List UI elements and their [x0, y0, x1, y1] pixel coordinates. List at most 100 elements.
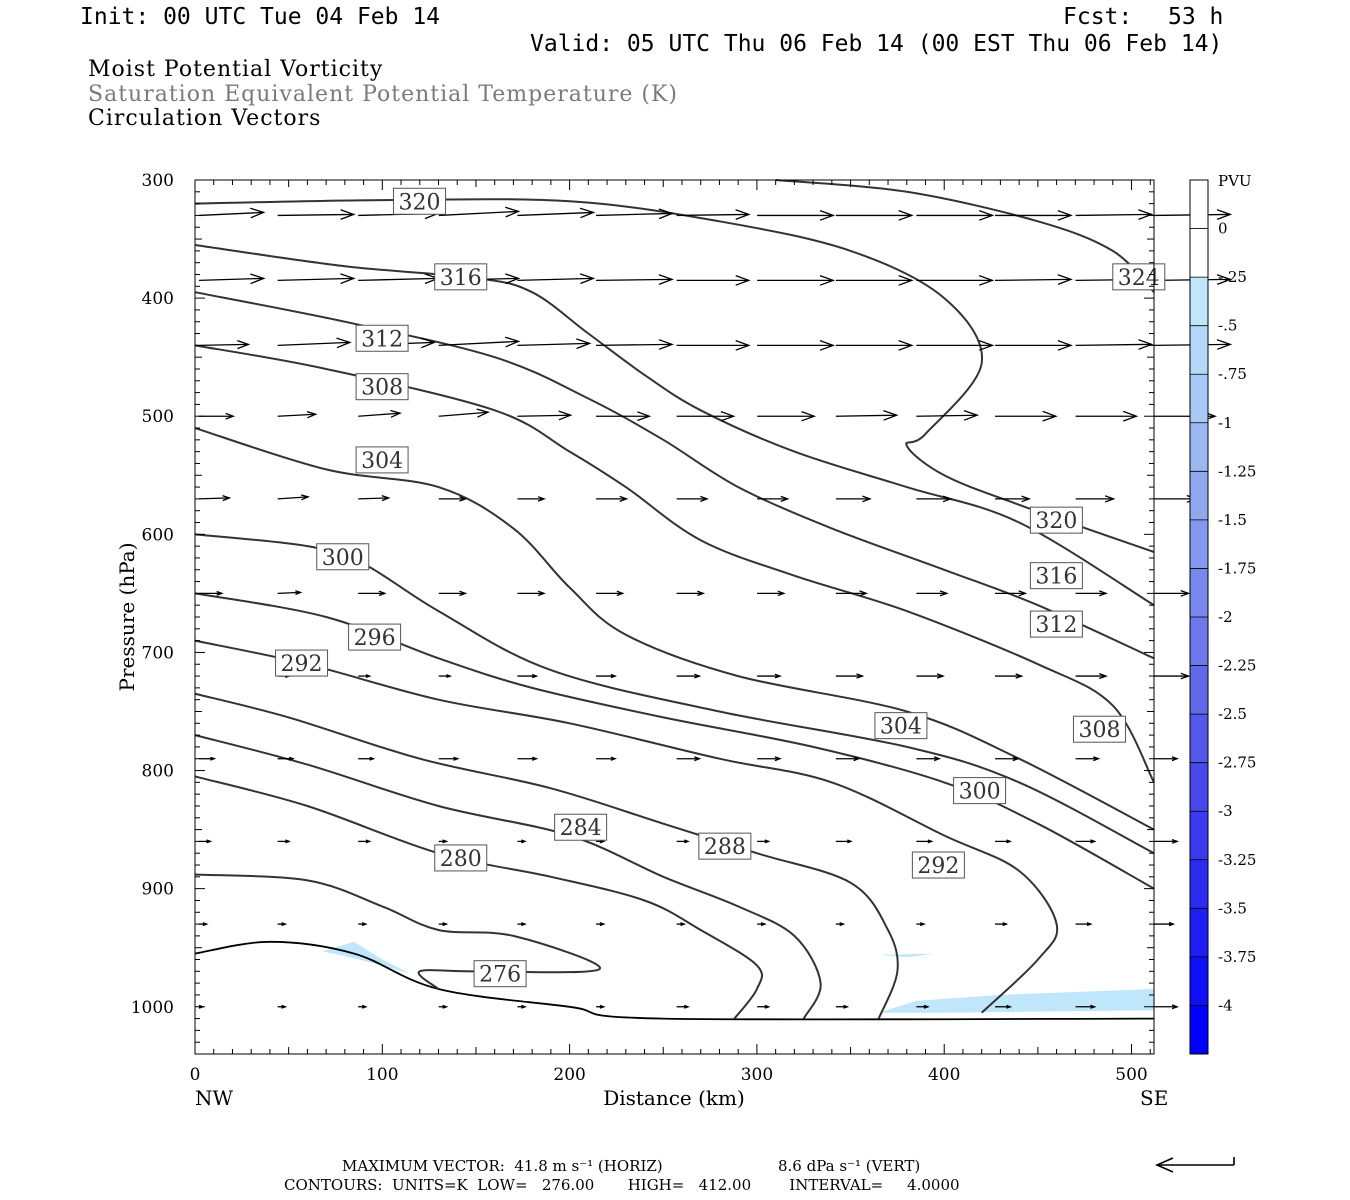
contour-label: 284	[554, 813, 608, 841]
circulation-vector	[995, 839, 1013, 844]
circulation-vector	[1075, 672, 1108, 680]
vector-shaft	[517, 342, 590, 347]
vector-head	[637, 411, 652, 422]
vector-head	[735, 274, 751, 286]
vector-head	[735, 339, 751, 351]
circulation-vector	[1075, 339, 1154, 350]
contour-label-text: 292	[281, 652, 323, 677]
circulation-vector	[517, 410, 573, 421]
contour-labels: 324 320 316 312 308 304 300 296 292 284 280 276 288 3…	[275, 187, 1166, 988]
circulation-vector	[596, 922, 606, 927]
colorbar-label: -1.25	[1218, 462, 1256, 480]
contour-label-box	[348, 623, 402, 651]
contour-label: 320	[1029, 506, 1083, 534]
circulation-vector	[277, 494, 311, 501]
vector-head	[819, 274, 836, 286]
vector-shaft	[438, 210, 519, 217]
circulation-vector	[358, 409, 402, 418]
vector-head	[531, 756, 539, 761]
circulation-vector	[676, 590, 706, 597]
circulation-vector	[835, 339, 914, 351]
vector-head	[1006, 839, 1013, 844]
x-tick-label: 200	[553, 1065, 585, 1085]
circulation-vector	[835, 756, 861, 762]
vector-head	[939, 590, 949, 597]
y-tick-label: 600	[142, 525, 174, 545]
negative-pv-regions	[194, 940, 1155, 1021]
colorbar-swatch	[1190, 471, 1208, 521]
circulation-vector	[757, 590, 786, 597]
vector-head	[680, 922, 687, 927]
vector-head	[365, 674, 372, 679]
circulation-vectors	[198, 206, 1233, 1010]
circulation-vector	[676, 274, 751, 286]
contour-info: CONTOURS: UNITS=K LOW= 276.00 HIGH= 412.…	[284, 1176, 960, 1194]
vector-head	[285, 839, 291, 844]
vector-head	[610, 673, 617, 679]
vector-head	[579, 273, 596, 285]
circulation-vector	[1075, 410, 1139, 422]
vector-head	[859, 590, 869, 597]
vector-head	[576, 338, 592, 350]
y-axis-label: Pressure (hPa)	[115, 543, 139, 692]
vector-head	[1006, 1004, 1013, 1009]
vector-head	[281, 1004, 288, 1009]
circulation-vector	[438, 496, 468, 502]
max-vector-vert: 8.6 dPa s⁻¹ (VERT)	[778, 1157, 921, 1175]
circulation-vector	[596, 411, 652, 422]
vector-shaft	[517, 414, 571, 417]
colorbar-label: -3	[1218, 802, 1233, 820]
circulation-vector	[757, 495, 790, 503]
circulation-vector	[676, 756, 702, 762]
circulation-vector	[596, 495, 629, 503]
surface-line	[194, 940, 1155, 1021]
vector-head	[222, 494, 232, 502]
circulation-vector	[596, 1004, 606, 1009]
vector-head	[476, 408, 490, 418]
circulation-vector	[277, 922, 288, 927]
contour-label-box	[275, 649, 329, 677]
circulation-vector	[995, 339, 1073, 351]
circulation-vector	[1154, 589, 1191, 597]
circulation-vector	[676, 339, 751, 351]
vector-head	[1171, 838, 1180, 844]
vector-head	[658, 274, 674, 286]
contour-label-box	[1029, 610, 1083, 638]
vector-head	[764, 839, 771, 844]
vector-head	[942, 495, 953, 503]
vector-head	[720, 410, 736, 422]
pv-colorbar: 0 -.25 -.5 -.75 -1 -1.25 -1.5 -1.75 -2 -2.25 -2.5 -…	[1189, 179, 1256, 1055]
circulation-vector	[916, 756, 942, 762]
contour-label-text: 300	[959, 780, 1001, 805]
colorbar-swatch	[1190, 568, 1208, 618]
vector-head	[610, 756, 617, 761]
contour-316	[194, 243, 1155, 607]
circulation-vector	[757, 756, 782, 762]
vector-head	[847, 839, 853, 844]
contour-label-box	[393, 187, 447, 215]
contour-320	[194, 198, 1155, 553]
circulation-vector	[757, 274, 836, 286]
colorbar-swatch	[1190, 374, 1208, 424]
contour-label-text: 284	[560, 816, 602, 841]
colorbar-label: 0	[1218, 220, 1228, 238]
circulation-vector	[916, 339, 995, 351]
circulation-vector	[1075, 209, 1154, 221]
contour-label: 312	[355, 324, 409, 352]
vector-head	[898, 274, 914, 286]
contour-label-box	[911, 851, 965, 879]
vector-shaft	[277, 413, 316, 417]
vector-head	[963, 409, 980, 421]
circulation-vector	[1154, 838, 1180, 844]
vector-head	[505, 273, 521, 285]
vector-head	[933, 756, 942, 762]
vector-shaft	[1075, 343, 1152, 347]
circulation-vector	[995, 495, 1032, 503]
circulation-vector	[757, 1004, 771, 1009]
circulation-vector	[995, 274, 1073, 286]
colorbar-label: -1	[1218, 414, 1233, 432]
contour-label-text: 324	[1118, 266, 1160, 291]
contour-label-box	[953, 777, 1007, 805]
contour-label-text: 280	[440, 847, 482, 872]
vector-head	[1002, 922, 1009, 927]
